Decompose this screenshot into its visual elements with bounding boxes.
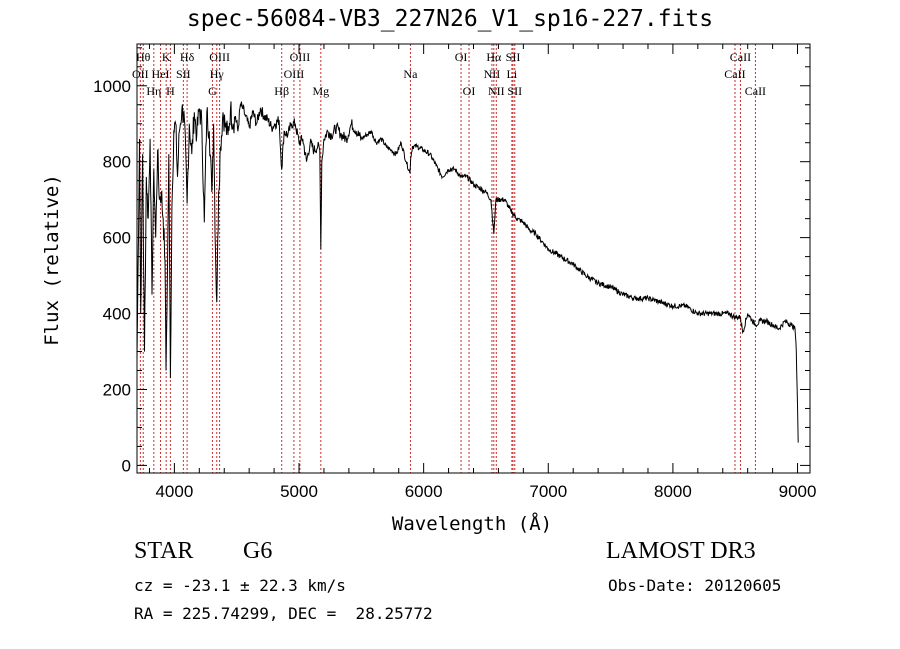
coordinates: RA = 225.74299, DEC = 28.25772 xyxy=(134,604,433,623)
line-label-17: OI xyxy=(463,84,476,98)
line-label-16: OI xyxy=(455,50,468,64)
y-tick-label-400: 400 xyxy=(103,305,131,324)
line-label-15: Na xyxy=(403,67,418,81)
spectrum-line xyxy=(136,101,799,443)
object-class: STAR xyxy=(134,538,194,564)
line-label-24: CaII xyxy=(724,67,745,81)
line-labels: OIIHθHηHeIKHSIIHδGHγOIIIHβOIIIOIIIMgNaOI… xyxy=(132,50,766,98)
plot-frame xyxy=(136,43,811,474)
line-label-20: NII xyxy=(488,84,505,98)
line-label-3: HeI xyxy=(152,67,170,81)
emission-lines-layer xyxy=(139,44,756,473)
x-tick-label-4000: 4000 xyxy=(155,482,193,501)
line-label-9: Hγ xyxy=(210,67,225,81)
x-axis-label: Wavelength (Å) xyxy=(392,512,552,535)
y-tick-label-1000: 1000 xyxy=(93,77,131,96)
y-tick-label-200: 200 xyxy=(103,380,131,399)
line-label-10: OIII xyxy=(209,50,230,64)
line-label-1: Hθ xyxy=(136,50,151,64)
line-label-11: Hβ xyxy=(274,84,289,98)
line-label-14: Mg xyxy=(312,84,329,98)
line-label-13: OIII xyxy=(290,50,311,64)
line-label-4: K xyxy=(162,50,171,64)
line-label-0: OII xyxy=(132,67,149,81)
x-tick-label-6000: 6000 xyxy=(405,482,443,501)
x-tick-label-9000: 9000 xyxy=(779,482,817,501)
survey-name: LAMOST DR3 xyxy=(606,538,756,564)
line-label-12: OIII xyxy=(284,67,305,81)
x-tick-label-7000: 7000 xyxy=(529,482,567,501)
x-tick-label-8000: 8000 xyxy=(654,482,692,501)
redshift-cz: cz = -23.1 ± 22.3 km/s xyxy=(134,576,346,595)
line-label-26: CaII xyxy=(745,84,766,98)
line-label-6: SII xyxy=(176,67,191,81)
line-label-23: SII xyxy=(507,84,522,98)
observation-date: Obs-Date: 20120605 xyxy=(608,576,782,595)
line-label-19: Hα xyxy=(486,50,502,64)
line-label-18: NII xyxy=(484,67,501,81)
line-label-8: G xyxy=(208,84,217,98)
y-tick-label-800: 800 xyxy=(103,153,131,172)
line-label-25: CaII xyxy=(730,50,751,64)
line-label-7: Hδ xyxy=(180,50,195,64)
y-axis-label: Flux (relative) xyxy=(41,174,63,346)
axis-ticks: 4000 5000 6000 7000 8000 9000 0 200 400 600 800 100… xyxy=(93,44,816,501)
chart-title: spec-56084-VB3_227N26_V1_sp16-227.fits xyxy=(186,6,714,32)
object-subclass: G6 xyxy=(243,538,273,564)
x-tick-label-5000: 5000 xyxy=(280,482,318,501)
plot-border xyxy=(136,43,811,474)
y-tick-label-0: 0 xyxy=(122,456,131,475)
line-label-22: SII xyxy=(506,50,521,64)
line-label-5: H xyxy=(166,84,175,98)
spectrum-layer xyxy=(136,101,799,443)
line-label-21: Li xyxy=(507,67,518,81)
line-label-2: Hη xyxy=(146,84,161,98)
y-tick-label-600: 600 xyxy=(103,229,131,248)
